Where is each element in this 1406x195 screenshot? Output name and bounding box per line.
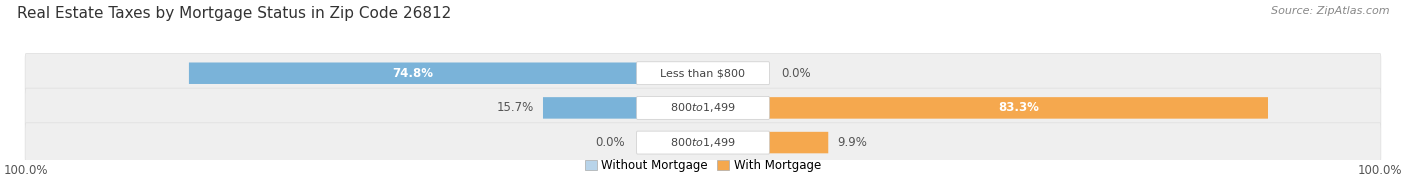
Text: Less than $800: Less than $800 [661, 68, 745, 78]
FancyBboxPatch shape [769, 97, 1268, 119]
Text: 83.3%: 83.3% [998, 101, 1039, 114]
Text: 0.0%: 0.0% [596, 136, 626, 149]
FancyBboxPatch shape [188, 62, 637, 84]
FancyBboxPatch shape [25, 88, 1381, 128]
Text: Real Estate Taxes by Mortgage Status in Zip Code 26812: Real Estate Taxes by Mortgage Status in … [17, 6, 451, 21]
Legend: Without Mortgage, With Mortgage: Without Mortgage, With Mortgage [581, 154, 825, 176]
Text: 74.8%: 74.8% [392, 67, 433, 80]
Text: $800 to $1,499: $800 to $1,499 [671, 136, 735, 149]
Text: $800 to $1,499: $800 to $1,499 [671, 101, 735, 114]
Text: Source: ZipAtlas.com: Source: ZipAtlas.com [1271, 6, 1389, 16]
FancyBboxPatch shape [637, 62, 769, 85]
FancyBboxPatch shape [637, 131, 769, 154]
Text: 0.0%: 0.0% [780, 67, 810, 80]
FancyBboxPatch shape [637, 97, 769, 119]
FancyBboxPatch shape [25, 53, 1381, 93]
FancyBboxPatch shape [769, 132, 828, 153]
FancyBboxPatch shape [543, 97, 637, 119]
Text: 15.7%: 15.7% [496, 101, 534, 114]
FancyBboxPatch shape [25, 123, 1381, 162]
Text: 9.9%: 9.9% [837, 136, 868, 149]
